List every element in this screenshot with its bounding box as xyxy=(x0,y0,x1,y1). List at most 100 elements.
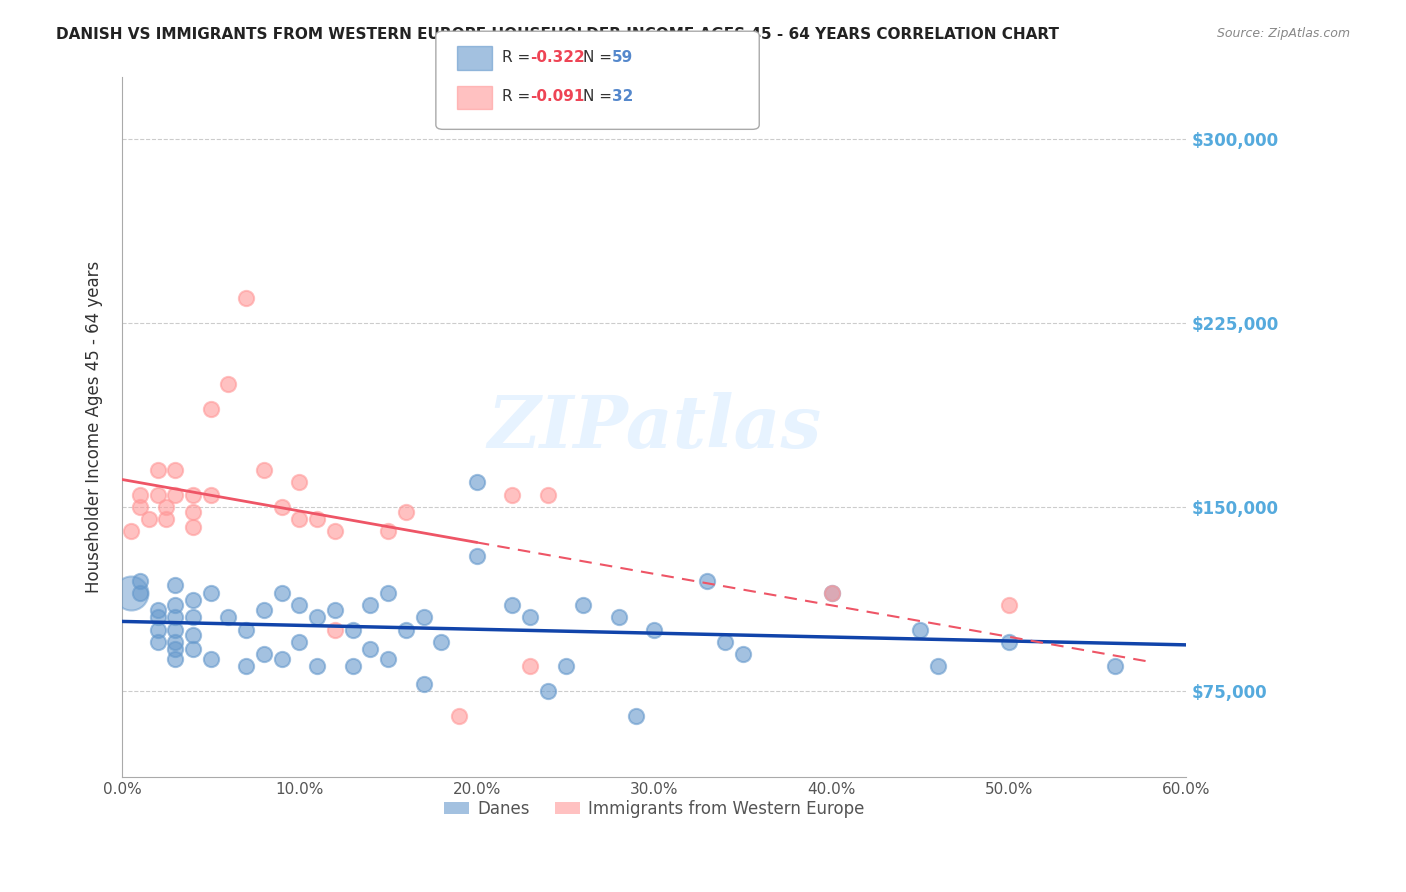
Point xyxy=(146,623,169,637)
Point xyxy=(465,475,488,490)
Text: -0.091: -0.091 xyxy=(530,89,585,103)
Text: 32: 32 xyxy=(612,89,633,103)
Point xyxy=(181,627,204,641)
Point xyxy=(165,610,187,624)
Legend: Danes, Immigrants from Western Europe: Danes, Immigrants from Western Europe xyxy=(437,793,872,824)
Point xyxy=(253,603,276,617)
Point xyxy=(910,623,932,637)
Point xyxy=(165,652,187,666)
Point xyxy=(696,574,718,588)
Point xyxy=(155,500,177,514)
Point xyxy=(412,610,434,624)
Point xyxy=(377,652,399,666)
Point xyxy=(253,647,276,661)
Text: N =: N = xyxy=(583,89,617,103)
Point xyxy=(998,598,1021,612)
Point xyxy=(607,610,630,624)
Text: DANISH VS IMMIGRANTS FROM WESTERN EUROPE HOUSEHOLDER INCOME AGES 45 - 64 YEARS C: DANISH VS IMMIGRANTS FROM WESTERN EUROPE… xyxy=(56,27,1059,42)
Point xyxy=(165,578,187,592)
Point xyxy=(128,586,150,600)
Point xyxy=(342,623,364,637)
Point xyxy=(307,659,329,673)
Point xyxy=(270,652,292,666)
Y-axis label: Householder Income Ages 45 - 64 years: Householder Income Ages 45 - 64 years xyxy=(86,261,103,593)
Point xyxy=(626,708,648,723)
Point xyxy=(128,574,150,588)
Point xyxy=(731,647,754,661)
Point xyxy=(253,463,276,477)
Point xyxy=(288,475,311,490)
Point xyxy=(537,684,560,698)
Point xyxy=(200,652,222,666)
Point xyxy=(714,635,737,649)
Point xyxy=(359,642,381,657)
Text: R =: R = xyxy=(502,89,536,103)
Point xyxy=(430,635,453,649)
Point xyxy=(395,505,418,519)
Point xyxy=(643,623,665,637)
Point xyxy=(307,512,329,526)
Text: R =: R = xyxy=(502,51,536,65)
Point xyxy=(501,598,523,612)
Point xyxy=(181,610,204,624)
Point xyxy=(146,603,169,617)
Point xyxy=(927,659,949,673)
Point xyxy=(501,488,523,502)
Point xyxy=(270,586,292,600)
Point xyxy=(820,586,842,600)
Point xyxy=(395,623,418,637)
Point xyxy=(820,586,842,600)
Point xyxy=(323,603,346,617)
Point xyxy=(146,635,169,649)
Point xyxy=(218,610,240,624)
Text: Source: ZipAtlas.com: Source: ZipAtlas.com xyxy=(1216,27,1350,40)
Point xyxy=(181,593,204,607)
Point xyxy=(323,623,346,637)
Point xyxy=(120,524,142,539)
Point xyxy=(155,512,177,526)
Text: -0.322: -0.322 xyxy=(530,51,585,65)
Point xyxy=(200,488,222,502)
Point xyxy=(1104,659,1126,673)
Point xyxy=(200,401,222,416)
Point xyxy=(270,500,292,514)
Point xyxy=(235,623,257,637)
Point xyxy=(181,488,204,502)
Point xyxy=(181,519,204,533)
Point xyxy=(359,598,381,612)
Point xyxy=(323,524,346,539)
Point xyxy=(128,488,150,502)
Point xyxy=(449,708,471,723)
Point xyxy=(377,586,399,600)
Point xyxy=(537,488,560,502)
Text: ZIPatlas: ZIPatlas xyxy=(486,392,821,463)
Point xyxy=(165,488,187,502)
Point xyxy=(165,635,187,649)
Point xyxy=(218,377,240,392)
Point xyxy=(181,505,204,519)
Point xyxy=(165,598,187,612)
Point xyxy=(165,623,187,637)
Point xyxy=(519,659,541,673)
Point xyxy=(288,635,311,649)
Point xyxy=(998,635,1021,649)
Point xyxy=(146,463,169,477)
Point xyxy=(200,586,222,600)
Text: N =: N = xyxy=(583,51,617,65)
Point xyxy=(128,500,150,514)
Point xyxy=(465,549,488,563)
Point xyxy=(554,659,576,673)
Point xyxy=(307,610,329,624)
Point xyxy=(288,598,311,612)
Point xyxy=(165,642,187,657)
Point xyxy=(181,642,204,657)
Point xyxy=(235,659,257,673)
Text: 59: 59 xyxy=(612,51,633,65)
Point xyxy=(572,598,595,612)
Point xyxy=(165,463,187,477)
Point xyxy=(519,610,541,624)
Point xyxy=(120,586,142,600)
Point xyxy=(412,676,434,690)
Point xyxy=(342,659,364,673)
Point xyxy=(288,512,311,526)
